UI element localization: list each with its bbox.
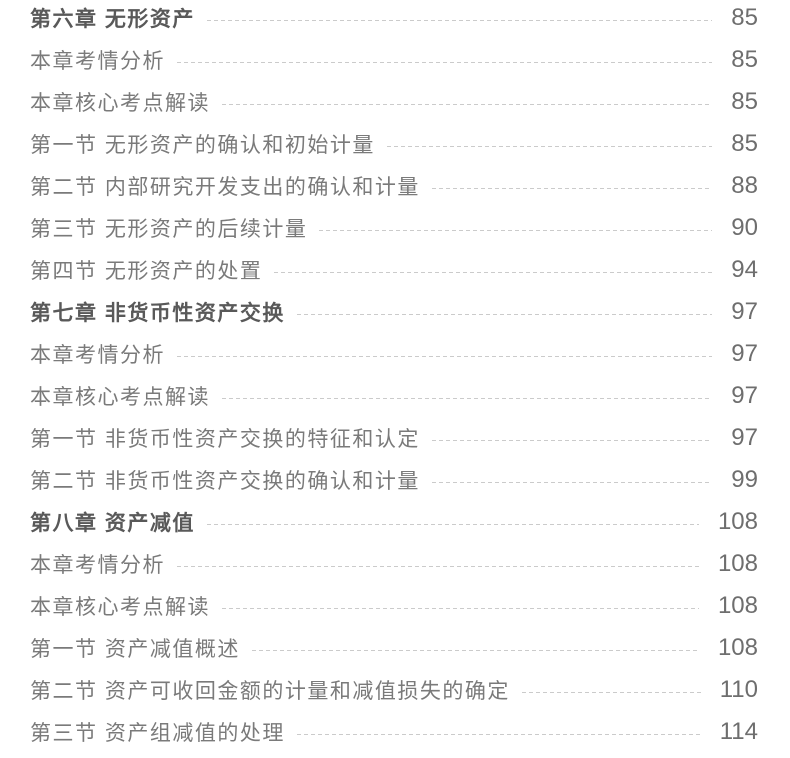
- toc-entry-label: 第六章 无形资产: [30, 8, 195, 31]
- toc-page-number: 94: [731, 256, 758, 283]
- toc-leader-line: [431, 187, 713, 189]
- toc-page-number: 97: [731, 382, 758, 409]
- toc-page-number: 108: [717, 550, 758, 577]
- toc-leader-line: [251, 649, 699, 651]
- toc-leader-line: [274, 271, 713, 273]
- toc-entry-label: 本章考情分析: [30, 554, 165, 577]
- toc-row[interactable]: 本章核心考点解读 97: [30, 375, 758, 417]
- toc-page-number: 85: [731, 88, 758, 115]
- toc-page-number: 97: [731, 340, 758, 367]
- toc-entry-label: 第三节 无形资产的后续计量: [30, 218, 308, 241]
- toc-entry-label: 本章核心考点解读: [30, 386, 210, 409]
- toc-entry-label: 第八章 资产减值: [30, 512, 195, 535]
- toc-page-number: 85: [731, 46, 758, 73]
- toc-entry-label: 第七章 非货币性资产交换: [30, 302, 285, 325]
- toc-row[interactable]: 第二节 非货币性资产交换的确认和计量 99: [30, 459, 758, 501]
- toc-page-number: 90: [731, 214, 758, 241]
- toc-page-number: 108: [717, 592, 758, 619]
- toc-row[interactable]: 第一节 非货币性资产交换的特征和认定 97: [30, 417, 758, 459]
- toc-leader-line: [521, 691, 701, 693]
- toc-row[interactable]: 第三节 无形资产的后续计量 90: [30, 207, 758, 249]
- toc-leader-line: [296, 733, 701, 735]
- toc-entry-label: 第一节 资产减值概述: [30, 638, 240, 661]
- toc-row[interactable]: 本章考情分析 97: [30, 333, 758, 375]
- toc-page-number: 110: [719, 676, 758, 703]
- toc-leader-line: [222, 103, 713, 105]
- toc-leader-line: [206, 19, 713, 21]
- toc-leader-line: [431, 481, 713, 483]
- toc-entry-label: 第一节 非货币性资产交换的特征和认定: [30, 428, 420, 451]
- toc-row[interactable]: 第七章 非货币性资产交换 97: [30, 291, 758, 333]
- toc-page-number: 97: [731, 298, 758, 325]
- toc-leader-line: [431, 439, 713, 441]
- toc-entry-label: 本章考情分析: [30, 344, 165, 367]
- toc-row[interactable]: 第一节 资产减值概述 108: [30, 627, 758, 669]
- toc-leader-line: [296, 313, 713, 315]
- toc-row[interactable]: 第三节 资产组减值的处理 114: [30, 711, 758, 753]
- toc-entry-label: 第一节 无形资产的确认和初始计量: [30, 134, 375, 157]
- toc-leader-line: [319, 229, 713, 231]
- toc-page-number: 85: [731, 4, 758, 31]
- toc-page-number: 108: [717, 634, 758, 661]
- toc-page-number: 88: [731, 172, 758, 199]
- toc-entry-label: 第二节 非货币性资产交换的确认和计量: [30, 470, 420, 493]
- toc-row[interactable]: 本章核心考点解读 85: [30, 81, 758, 123]
- toc-entry-label: 第二节 资产可收回金额的计量和减值损失的确定: [30, 680, 510, 703]
- toc-row[interactable]: 第八章 资产减值 108: [30, 501, 758, 543]
- toc-row[interactable]: 第一节 无形资产的确认和初始计量 85: [30, 123, 758, 165]
- toc-leader-line: [222, 397, 713, 399]
- toc-entry-label: 第二节 内部研究开发支出的确认和计量: [30, 176, 420, 199]
- toc-entry-label: 本章核心考点解读: [30, 92, 210, 115]
- toc-row[interactable]: 第四节 无形资产的处置 94: [30, 249, 758, 291]
- toc-row[interactable]: 第六章 无形资产 85: [30, 0, 758, 39]
- toc-page-number: 99: [731, 466, 758, 493]
- toc-entry-label: 本章核心考点解读: [30, 596, 210, 619]
- toc-page-number: 108: [717, 508, 758, 535]
- toc-page-number: 97: [731, 424, 758, 451]
- toc-leader-line: [222, 607, 699, 609]
- toc-entry-label: 本章考情分析: [30, 50, 165, 73]
- toc-row[interactable]: 本章考情分析 108: [30, 543, 758, 585]
- toc-leader-line: [177, 61, 713, 63]
- toc-leader-line: [206, 523, 699, 525]
- toc-row[interactable]: 第二节 资产可收回金额的计量和减值损失的确定 110: [30, 669, 758, 711]
- toc-entry-label: 第四节 无形资产的处置: [30, 260, 263, 283]
- toc-leader-line: [177, 565, 699, 567]
- toc-row[interactable]: 第二节 内部研究开发支出的确认和计量 88: [30, 165, 758, 207]
- toc-leader-line: [386, 145, 713, 147]
- toc-entry-label: 第三节 资产组减值的处理: [30, 722, 285, 745]
- toc-page-number: 85: [731, 130, 758, 157]
- toc-row[interactable]: 本章核心考点解读 108: [30, 585, 758, 627]
- toc-leader-line: [177, 355, 713, 357]
- toc-page-number: 114: [719, 718, 758, 745]
- toc-row[interactable]: 本章考情分析 85: [30, 39, 758, 81]
